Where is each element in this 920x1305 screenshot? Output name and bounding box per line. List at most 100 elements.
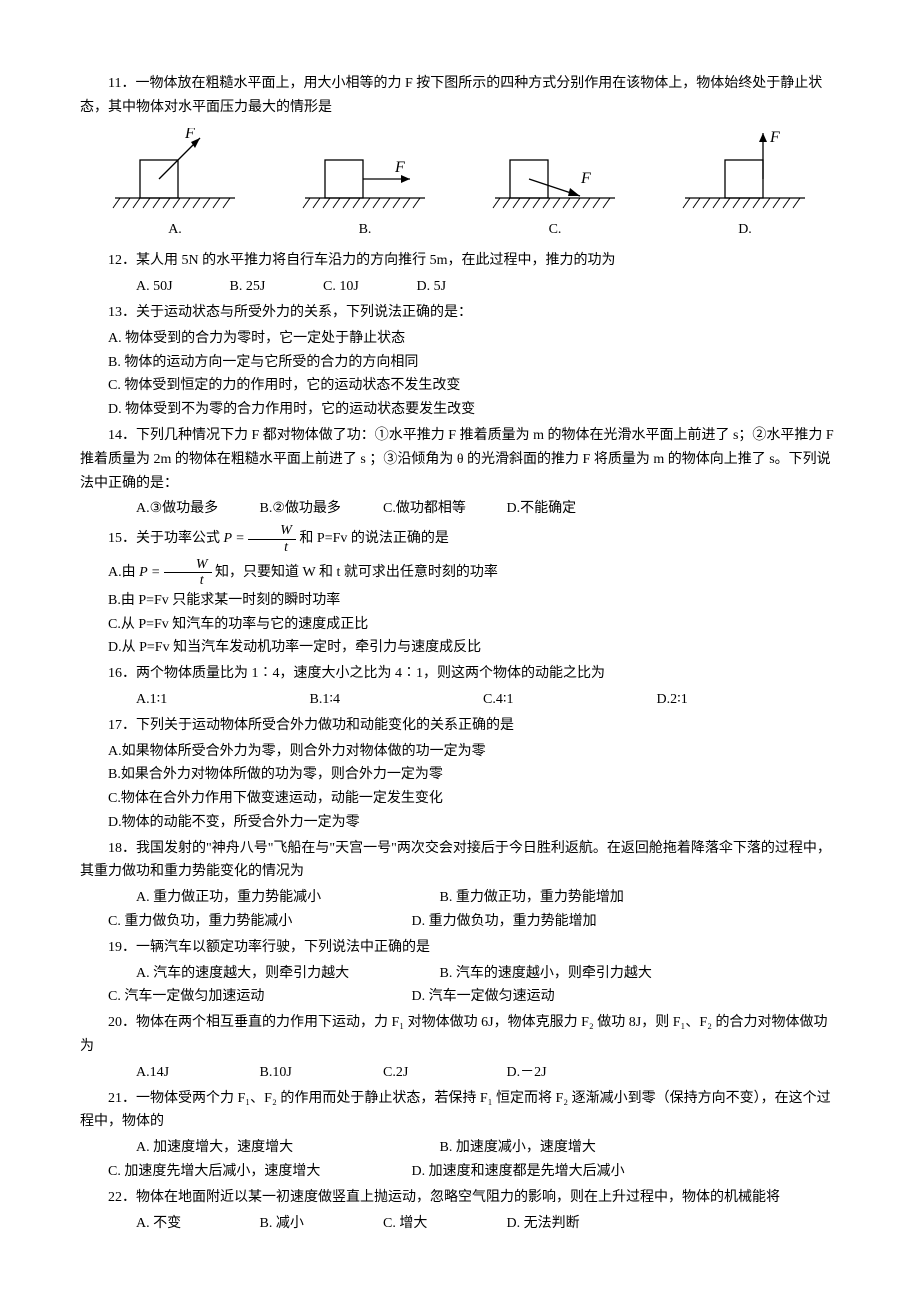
q15-a2: 知，只要知道 W 和 t 就可求出任意时刻的功率 bbox=[215, 565, 498, 580]
q18: 18．我国发射的"神舟八号"飞船在与"天宫一号"两次交会对接后于今日胜利返航。在… bbox=[80, 837, 840, 885]
label-d: D. bbox=[675, 218, 815, 242]
q22: 22．物体在地面附近以某一初速度做竖直上抛运动，忽略空气阻力的影响，则在上升过程… bbox=[80, 1186, 840, 1210]
eq2: P = bbox=[139, 565, 160, 580]
q20-num: 20． bbox=[108, 1015, 136, 1030]
q14-b: B.②做功最多 bbox=[232, 497, 352, 521]
q19-options: A. 汽车的速度越大，则牵引力越大 B. 汽车的速度越小，则牵引力越大 C. 汽… bbox=[80, 962, 840, 1010]
svg-text:F: F bbox=[580, 170, 591, 187]
svg-text:F: F bbox=[394, 159, 405, 176]
q16-d: D.2∶1 bbox=[629, 688, 799, 712]
q12-d: D. 5J bbox=[389, 275, 479, 299]
q11-text: 一物体放在粗糙水平面上，用大小相等的力 F 按下图所示的四种方式分别作用在该物体… bbox=[80, 76, 822, 115]
label-c: C. bbox=[485, 218, 625, 242]
q22-options: A. 不变 B. 减小 C. 增大 D. 无法判断 bbox=[80, 1212, 840, 1236]
q16-num: 16． bbox=[108, 666, 136, 681]
diagram-b: F B. bbox=[295, 128, 435, 242]
q14-c: C.做功都相等 bbox=[355, 497, 475, 521]
q18-a: A. 重力做正功，重力势能减小 bbox=[108, 886, 408, 910]
svg-text:F: F bbox=[769, 129, 780, 146]
q16-b: B.1∶4 bbox=[282, 688, 452, 712]
q21-a: A. 加速度增大，速度增大 bbox=[108, 1136, 408, 1160]
q17-b: B.如果合外力对物体所做的功为零，则合外力一定为零 bbox=[80, 763, 840, 787]
q20-options: A.14J B.10J C.2J D.－2J bbox=[80, 1061, 840, 1085]
q13-num: 13． bbox=[108, 305, 136, 320]
label-a: A. bbox=[105, 218, 245, 242]
q14: 14．下列几种情况下力 F 都对物体做了功：①水平推力 F 推着质量为 m 的物… bbox=[80, 424, 840, 495]
q11-num: 11． bbox=[108, 76, 135, 91]
frac-num2: W bbox=[164, 557, 212, 573]
q19-d: D. 汽车一定做匀速运动 bbox=[384, 985, 684, 1009]
diagram-a: F A. bbox=[105, 128, 245, 242]
q17-d: D.物体的动能不变，所受合外力一定为零 bbox=[80, 811, 840, 835]
q15-text1: 关于功率公式 bbox=[136, 531, 224, 546]
formula-p-wt-2: P = Wt bbox=[139, 565, 211, 580]
q14-d: D.不能确定 bbox=[479, 497, 599, 521]
q13: 13．关于运动状态与所受外力的关系，下列说法正确的是： bbox=[80, 301, 840, 325]
formula-p-wt: P = Wt bbox=[224, 531, 296, 546]
frac-den2: t bbox=[164, 573, 212, 588]
q13-b: B. 物体的运动方向一定与它所受的合力的方向相同 bbox=[80, 351, 840, 375]
q13-text: 关于运动状态与所受外力的关系，下列说法正确的是： bbox=[136, 305, 472, 320]
q14-text: 下列几种情况下力 F 都对物体做了功：①水平推力 F 推着质量为 m 的物体在光… bbox=[80, 428, 834, 491]
q11-diagrams: F A. F B. F C. bbox=[80, 128, 840, 242]
q13-c: C. 物体受到恒定的力的作用时，它的运动状态不发生改变 bbox=[80, 374, 840, 398]
q12-text: 某人用 5N 的水平推力将自行车沿力的方向推行 5m，在此过程中，推力的功为 bbox=[136, 253, 616, 268]
q12-c: C. 10J bbox=[295, 275, 385, 299]
q17: 17．下列关于运动物体所受合外力做功和动能变化的关系正确的是 bbox=[80, 714, 840, 738]
q12: 12．某人用 5N 的水平推力将自行车沿力的方向推行 5m，在此过程中，推力的功… bbox=[80, 249, 840, 273]
q15-c: C.从 P=Fv 知汽车的功率与它的速度成正比 bbox=[80, 613, 840, 637]
q21-num: 21． bbox=[108, 1091, 136, 1106]
q13-a: A. 物体受到的合力为零时，它一定处于静止状态 bbox=[80, 327, 840, 351]
q22-a: A. 不变 bbox=[108, 1212, 228, 1236]
q12-a: A. 50J bbox=[108, 275, 198, 299]
q16-options: A.1∶1 B.1∶4 C.4∶1 D.2∶1 bbox=[80, 688, 840, 712]
q21-options: A. 加速度增大，速度增大 B. 加速度减小，速度增大 C. 加速度先增大后减小… bbox=[80, 1136, 840, 1184]
q20: 20．物体在两个相互垂直的力作用下运动，力 F₁ 对物体做功 6J，物体克服力 … bbox=[80, 1011, 840, 1059]
diagram-d-svg: F bbox=[675, 128, 815, 218]
q17-a: A.如果物体所受合外力为零，则合外力对物体做的功一定为零 bbox=[80, 740, 840, 764]
eq: P = bbox=[224, 531, 245, 546]
q18-b: B. 重力做正功，重力势能增加 bbox=[412, 886, 712, 910]
q19-c: C. 汽车一定做匀加速运动 bbox=[80, 985, 380, 1009]
q17-c: C.物体在合外力作用下做变速运动，动能一定发生变化 bbox=[80, 787, 840, 811]
diagram-a-svg: F bbox=[105, 128, 245, 218]
q18-d: D. 重力做负功，重力势能增加 bbox=[384, 910, 684, 934]
diagram-c-svg: F bbox=[485, 128, 625, 218]
q20-c: C.2J bbox=[355, 1061, 475, 1085]
q13-d: D. 物体受到不为零的合力作用时，它的运动状态要发生改变 bbox=[80, 398, 840, 422]
q21-c: C. 加速度先增大后减小，速度增大 bbox=[80, 1160, 380, 1184]
q22-num: 22． bbox=[108, 1190, 136, 1205]
q16: 16．两个物体质量比为 1∶4，速度大小之比为 4∶1，则这两个物体的动能之比为 bbox=[80, 662, 840, 686]
q16-c: C.4∶1 bbox=[455, 688, 625, 712]
q20-d: D.－2J bbox=[479, 1061, 599, 1085]
q15-a1: A.由 bbox=[108, 565, 139, 580]
q18-c: C. 重力做负功，重力势能减小 bbox=[80, 910, 380, 934]
q14-options: A.③做功最多 B.②做功最多 C.做功都相等 D.不能确定 bbox=[80, 497, 840, 521]
q19: 19．一辆汽车以额定功率行驶，下列说法中正确的是 bbox=[80, 936, 840, 960]
frac-num: W bbox=[248, 523, 296, 539]
q15: 15．关于功率公式 P = Wt 和 P=Fv 的说法正确的是 bbox=[80, 523, 840, 555]
q17-num: 17． bbox=[108, 718, 136, 733]
svg-text:F: F bbox=[184, 128, 195, 142]
q15-d: D.从 P=Fv 知当汽车发动机功率一定时，牵引力与速度成反比 bbox=[80, 636, 840, 660]
q18-num: 18． bbox=[108, 841, 136, 856]
q15-b: B.由 P=Fv 只能求某一时刻的瞬时功率 bbox=[80, 589, 840, 613]
q19-a: A. 汽车的速度越大，则牵引力越大 bbox=[108, 962, 408, 986]
q15-a: A.由 P = Wt 知，只要知道 W 和 t 就可求出任意时刻的功率 bbox=[80, 557, 840, 589]
q14-num: 14． bbox=[108, 428, 136, 443]
q18-text: 我国发射的"神舟八号"飞船在与"天宫一号"两次交会对接后于今日胜利返航。在返回舱… bbox=[80, 841, 831, 880]
label-b: B. bbox=[295, 218, 435, 242]
q12-options: A. 50J B. 25J C. 10J D. 5J bbox=[80, 275, 840, 299]
q16-a: A.1∶1 bbox=[108, 688, 278, 712]
q22-d: D. 无法判断 bbox=[479, 1212, 599, 1236]
q20-a: A.14J bbox=[108, 1061, 228, 1085]
q14-a: A.③做功最多 bbox=[108, 497, 228, 521]
q20-b: B.10J bbox=[232, 1061, 352, 1085]
q12-b: B. 25J bbox=[202, 275, 292, 299]
q12-num: 12． bbox=[108, 253, 136, 268]
frac-den: t bbox=[248, 540, 296, 555]
q18-options: A. 重力做正功，重力势能减小 B. 重力做正功，重力势能增加 C. 重力做负功… bbox=[80, 886, 840, 934]
q21-text: 一物体受两个力 F₁、F₂ 的作用而处于静止状态，若保持 F₁ 恒定而将 F₂ … bbox=[80, 1091, 831, 1130]
q19-b: B. 汽车的速度越小，则牵引力越大 bbox=[412, 962, 712, 986]
q22-b: B. 减小 bbox=[232, 1212, 352, 1236]
